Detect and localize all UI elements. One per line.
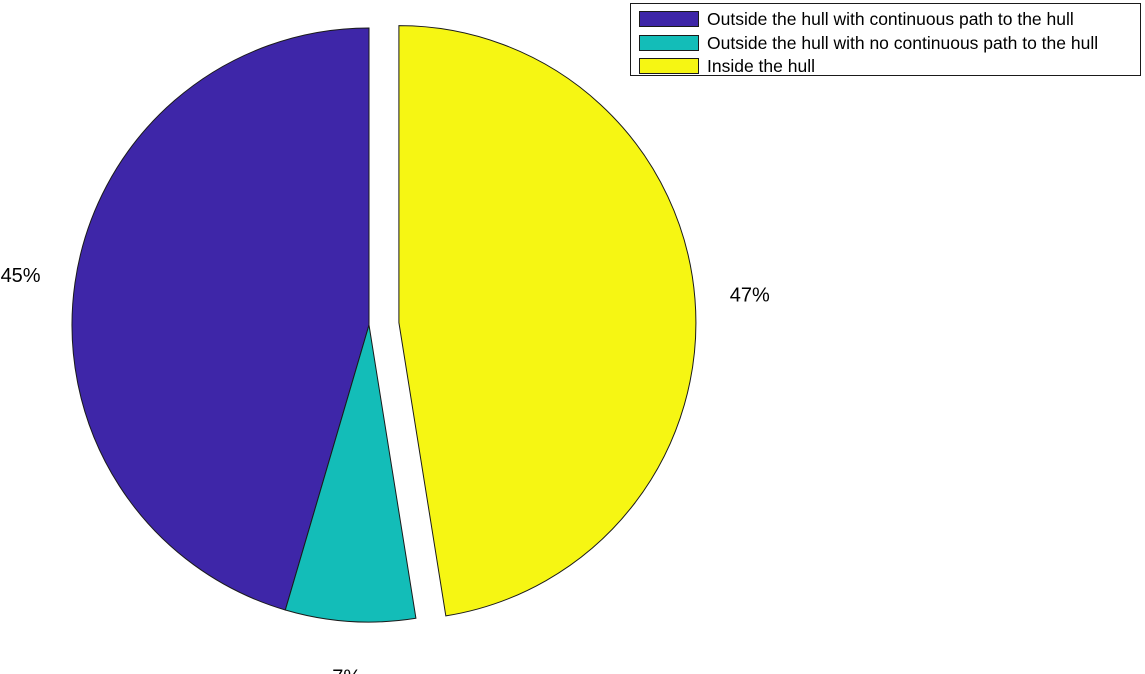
pie-slice-2	[398, 25, 697, 617]
pie-label-0: 45%	[1, 265, 41, 287]
pie-slice-1	[284, 324, 417, 623]
legend-label-no-continuous-path: Outside the hull with no continuous path…	[707, 32, 1099, 53]
legend-swatch-continuous-path	[639, 11, 699, 27]
legend-label-inside-hull: Inside the hull	[707, 55, 815, 76]
legend-swatch-inside-hull	[639, 58, 699, 74]
legend-label-continuous-path: Outside the hull with continuous path to…	[707, 8, 1074, 29]
legend: Outside the hull with continuous path to…	[630, 3, 1141, 76]
legend-item-inside-hull: Inside the hull	[639, 55, 815, 77]
legend-item-no-continuous-path: Outside the hull with no continuous path…	[639, 32, 1098, 54]
pie-label-1: 7%	[332, 666, 361, 674]
pie-slice-0	[71, 27, 370, 611]
legend-item-continuous-path: Outside the hull with continuous path to…	[639, 8, 1074, 30]
pie-label-2: 47%	[730, 285, 770, 307]
legend-swatch-no-continuous-path	[639, 35, 699, 51]
